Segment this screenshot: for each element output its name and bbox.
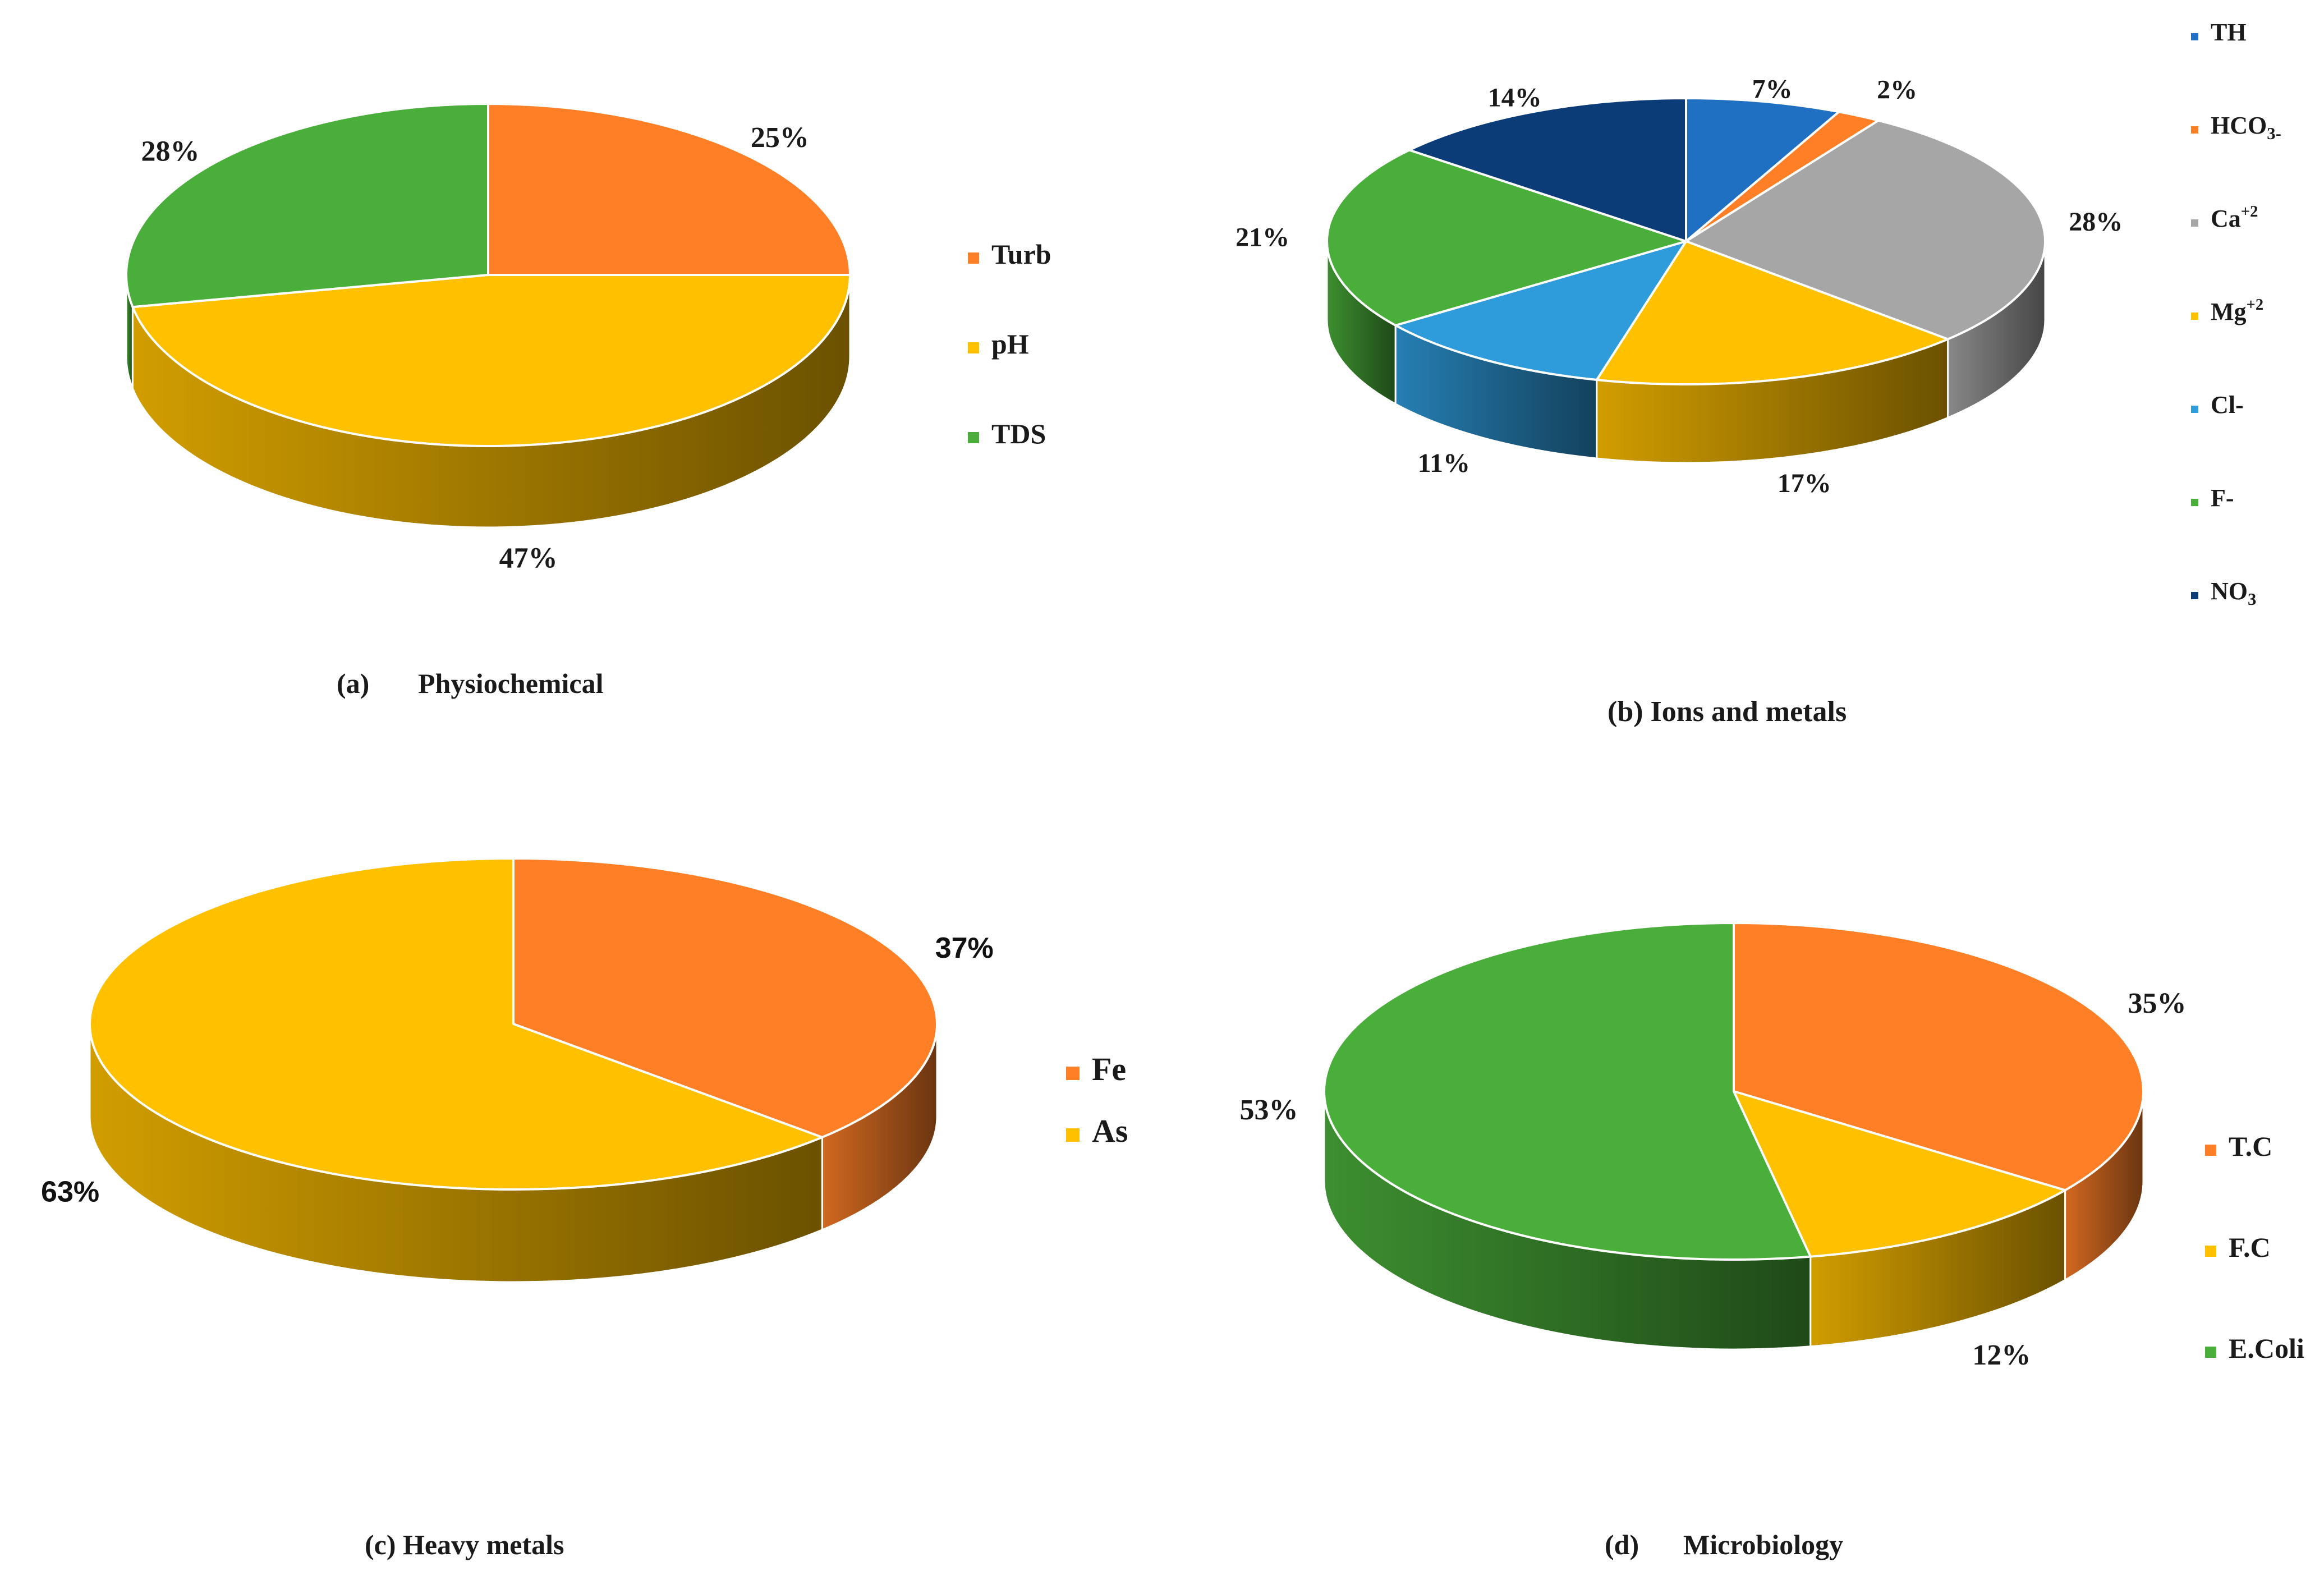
data-label-f: 21% (1236, 223, 1289, 252)
legend-swatch-ph (968, 342, 979, 353)
pie-slice-th (1685, 97, 1840, 242)
legend-label-no3: NO3 (2211, 577, 2256, 609)
pie-chart-a: 25% 47% 28% Turb pH TDS (a) Physiochemical (125, 103, 1051, 699)
pie-slice-as (88, 857, 824, 1191)
data-label-mg-2: 17% (1778, 468, 1831, 498)
legend-label-t-c: T.C (2229, 1131, 2272, 1162)
data-label-ph: 47% (499, 542, 558, 574)
data-label-e-coli: 53% (1239, 1094, 1298, 1126)
pie-slice-cl (1394, 240, 1687, 381)
legend-swatch-hco3 (2191, 126, 2198, 134)
pie-slice-t-c (1733, 922, 2144, 1192)
data-label-t-c: 35% (2128, 987, 2187, 1019)
pie-top (1326, 97, 2046, 385)
legend-swatch-f (2191, 499, 2198, 506)
pie-slice-no3 (1408, 97, 1687, 242)
data-label-th: 7% (1752, 74, 1793, 104)
legend-label-e-coli: E.Coli (2229, 1333, 2304, 1364)
legend-label-tds: TDS (991, 418, 1046, 449)
legend-swatch-mg-2 (2191, 313, 2198, 320)
pie-top (1323, 922, 2144, 1261)
legend-label-f: F- (2211, 484, 2234, 512)
pie-slice-e-coli (1323, 922, 1812, 1261)
chart-caption: (d) Microbiology (1605, 1529, 1843, 1560)
legend-label-th: TH (2211, 19, 2247, 46)
pie-top (125, 103, 851, 447)
legend-label-cl: Cl- (2211, 391, 2244, 419)
legend: Fe As (1066, 1051, 1128, 1149)
data-label-cl: 11% (1418, 448, 1470, 478)
caption-letter: (a) (337, 668, 369, 699)
caption-title: Physiochemical (418, 668, 604, 699)
pie-top (88, 857, 938, 1191)
legend-swatch-fe (1066, 1067, 1080, 1080)
legend-label-fe: Fe (1092, 1051, 1126, 1087)
data-label-f-c: 12% (1972, 1339, 2031, 1371)
legend-swatch-t-c (2205, 1145, 2216, 1156)
chart-caption: (c) Heavy metals (365, 1529, 564, 1560)
legend-swatch-no3 (2191, 592, 2198, 599)
data-label-no3: 14% (1488, 83, 1542, 113)
legend-swatch-cl (2191, 406, 2198, 413)
legend-swatch-tds (968, 432, 979, 443)
caption-letter: (b) Ions and metals (1607, 696, 1847, 728)
legend-label-ph: pH (991, 328, 1029, 360)
legend-label-as: As (1092, 1113, 1128, 1149)
pie-slice-tds (125, 103, 489, 309)
data-label-as: 63% (41, 1176, 99, 1209)
legend: TH HCO3- Ca+2 Mg+2 Cl- F- NO3 (2191, 19, 2281, 609)
pie-side-walls (1326, 241, 2046, 464)
legend-label-hco3: HCO3- (2211, 112, 2281, 143)
legend-swatch-e-coli (2205, 1347, 2216, 1358)
data-label-tds: 28% (141, 135, 199, 167)
pie-slice-f-c (1733, 1090, 2066, 1258)
data-label-turb: 25% (751, 122, 809, 154)
legend-label-mg-2: Mg+2 (2211, 296, 2263, 325)
caption-title: Microbiology (1683, 1529, 1843, 1560)
legend-label-ca-2: Ca+2 (2211, 203, 2258, 232)
chart-caption: (b) Ions and metals (1607, 696, 1847, 728)
legend-swatch-turb (968, 252, 979, 264)
pie-slice-ca-2 (1685, 119, 2046, 341)
caption-letter: (d) (1605, 1529, 1639, 1560)
legend-swatch-ca-2 (2191, 219, 2198, 227)
pie-chart-d: 35% 12% 53% T.C F.C E.Coli (d) Microbiology (1239, 922, 2304, 1560)
legend: Turb pH TDS (968, 238, 1051, 449)
pie-chart-b: 7% 2% 28% 17% 11% 21% 14% TH HCO3- Ca+2 Mg+2 Cl- F- N… (1236, 19, 2281, 728)
legend: T.C F.C E.Coli (2205, 1131, 2304, 1364)
caption-letter: (c) Heavy metals (365, 1529, 564, 1560)
legend-swatch-as (1066, 1128, 1080, 1142)
data-label-fe: 37% (935, 932, 994, 964)
data-label-hco3: 2% (1877, 75, 1917, 104)
legend-swatch-th (2191, 33, 2198, 40)
legend-label-turb: Turb (991, 238, 1051, 270)
legend-swatch-f-c (2205, 1246, 2216, 1257)
data-label-ca-2: 28% (2069, 207, 2123, 237)
chart-caption: (a) Physiochemical (337, 668, 604, 699)
pie-slice-mg-2 (1595, 240, 1949, 385)
pie-slice-fe (512, 857, 938, 1138)
legend-label-f-c: F.C (2229, 1232, 2271, 1263)
pie-slice-turb (487, 103, 851, 276)
pie-slice-ph (131, 274, 851, 447)
pie-chart-c: 37% 63% Fe As (c) Heavy metals (41, 857, 1128, 1560)
pie-slice-f (1326, 149, 1687, 327)
